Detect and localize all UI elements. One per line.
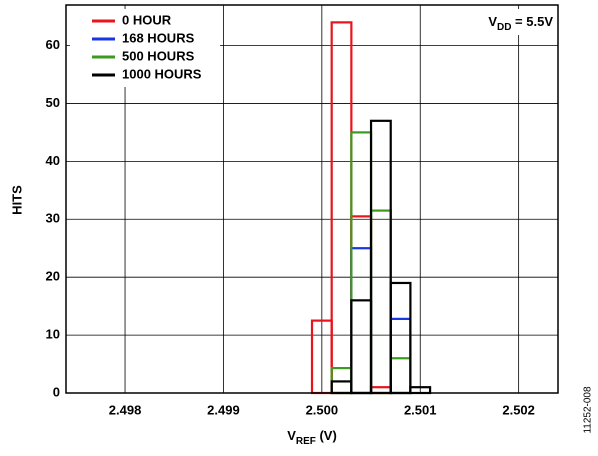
x-tick-label: 2.500	[306, 402, 339, 417]
bar	[350, 299, 373, 395]
legend-label: 0 HOUR	[122, 12, 172, 27]
y-tick-label: 0	[53, 384, 60, 399]
y-tick-label: 30	[46, 211, 60, 226]
x-tick-label: 2.499	[207, 402, 240, 417]
x-tick-label: 2.502	[502, 402, 535, 417]
y-tick-label: 40	[46, 153, 60, 168]
legend-label: 1000 HOURS	[122, 66, 202, 81]
bar	[369, 209, 392, 395]
y-tick-label: 10	[46, 327, 60, 342]
figure-id: 11252-008	[583, 386, 594, 434]
annotation: VDD = 5.5V	[488, 14, 553, 32]
bar	[330, 21, 353, 395]
bar	[350, 247, 373, 395]
bar	[389, 317, 412, 395]
annotation-sub: DD	[497, 22, 511, 33]
bar	[389, 281, 412, 395]
bar	[350, 131, 373, 395]
annotation-bg	[458, 9, 554, 35]
x-axis-label: VREF (V)	[287, 428, 337, 446]
x-label-sub: REF	[296, 436, 316, 447]
legend-label: 500 HOURS	[122, 48, 195, 63]
x-label-rest: (V)	[316, 428, 337, 443]
bar	[330, 380, 353, 395]
plot-frame	[65, 4, 559, 394]
y-tick-label: 20	[46, 269, 60, 284]
x-tick-label: 2.501	[404, 402, 437, 417]
x-label-main: V	[287, 428, 296, 443]
legend-label: 168 HOURS	[122, 30, 195, 45]
bar	[389, 357, 412, 395]
annotation-main: V	[488, 14, 497, 29]
y-axis-label: HITS	[9, 185, 24, 215]
y-tick-label: 60	[46, 37, 60, 52]
y-tick-label: 50	[46, 95, 60, 110]
bar	[350, 215, 373, 395]
annotation-rest: = 5.5V	[511, 14, 553, 29]
x-tick-label: 2.498	[109, 402, 142, 417]
